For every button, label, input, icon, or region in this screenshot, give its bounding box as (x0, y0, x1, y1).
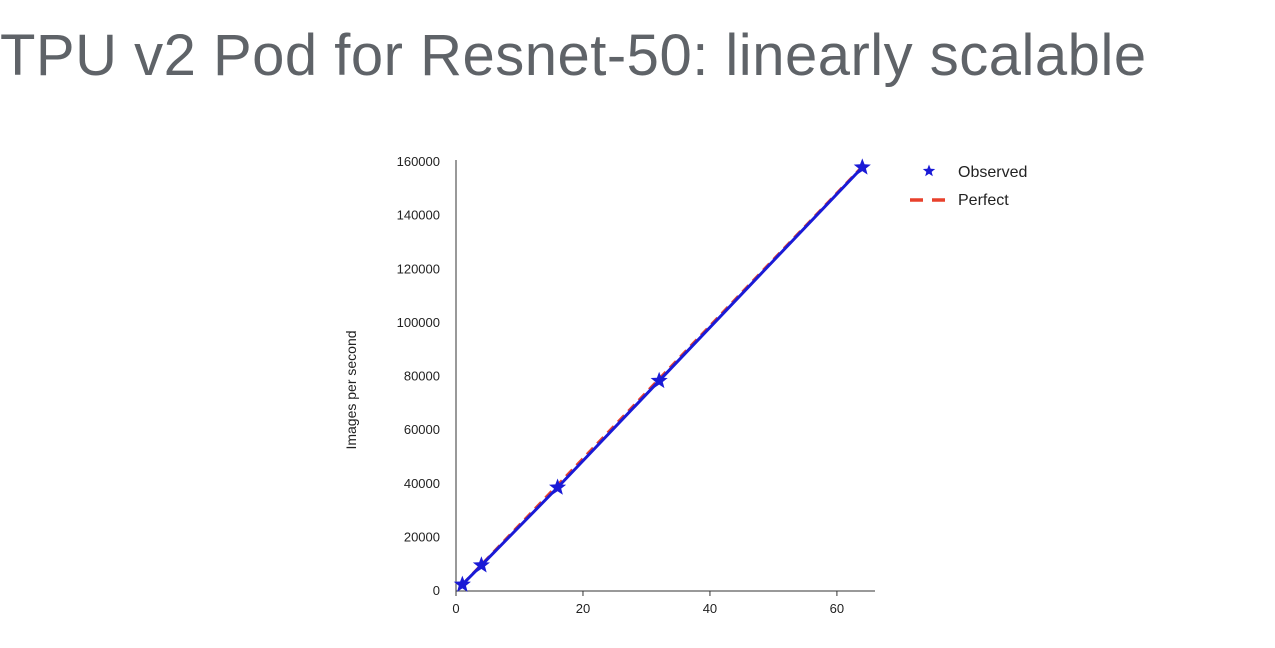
y-tick-label: 100000 (397, 315, 440, 330)
observed-point (453, 575, 471, 592)
y-tick-labels: 0 20000 40000 60000 80000 100000 120000 140000 1… (397, 154, 440, 598)
y-tick-label: 20000 (404, 529, 440, 544)
y-axis-title: Images per second (343, 330, 359, 449)
series-observed (453, 158, 871, 592)
x-tick-label: 60 (830, 601, 844, 616)
observed-line (461, 166, 864, 586)
y-tick-label: 140000 (397, 208, 440, 223)
y-tick-label: 60000 (404, 422, 440, 437)
legend-observed-marker (922, 164, 936, 177)
x-tick-labels: 0 20 40 60 (452, 591, 844, 616)
y-tick-label: 0 (433, 583, 440, 598)
chart-legend: Observed Perfect (910, 164, 1027, 209)
x-tick-label: 0 (452, 601, 459, 616)
legend-perfect-label: Perfect (958, 192, 1009, 209)
observed-point (472, 556, 490, 573)
y-tick-label: 40000 (404, 476, 440, 491)
observed-point (549, 478, 567, 495)
legend-observed-label: Observed (958, 164, 1027, 181)
x-tick-label: 20 (576, 601, 590, 616)
observed-point (853, 158, 871, 175)
y-tick-label: 80000 (404, 369, 440, 384)
y-tick-label: 160000 (397, 154, 440, 169)
x-tick-label: 40 (703, 601, 717, 616)
y-tick-label: 120000 (397, 261, 440, 276)
observed-point (650, 371, 668, 389)
slide-title: TPU v2 Pod for Resnet-50: linearly scala… (0, 23, 1147, 88)
chart-axes (455, 160, 875, 592)
